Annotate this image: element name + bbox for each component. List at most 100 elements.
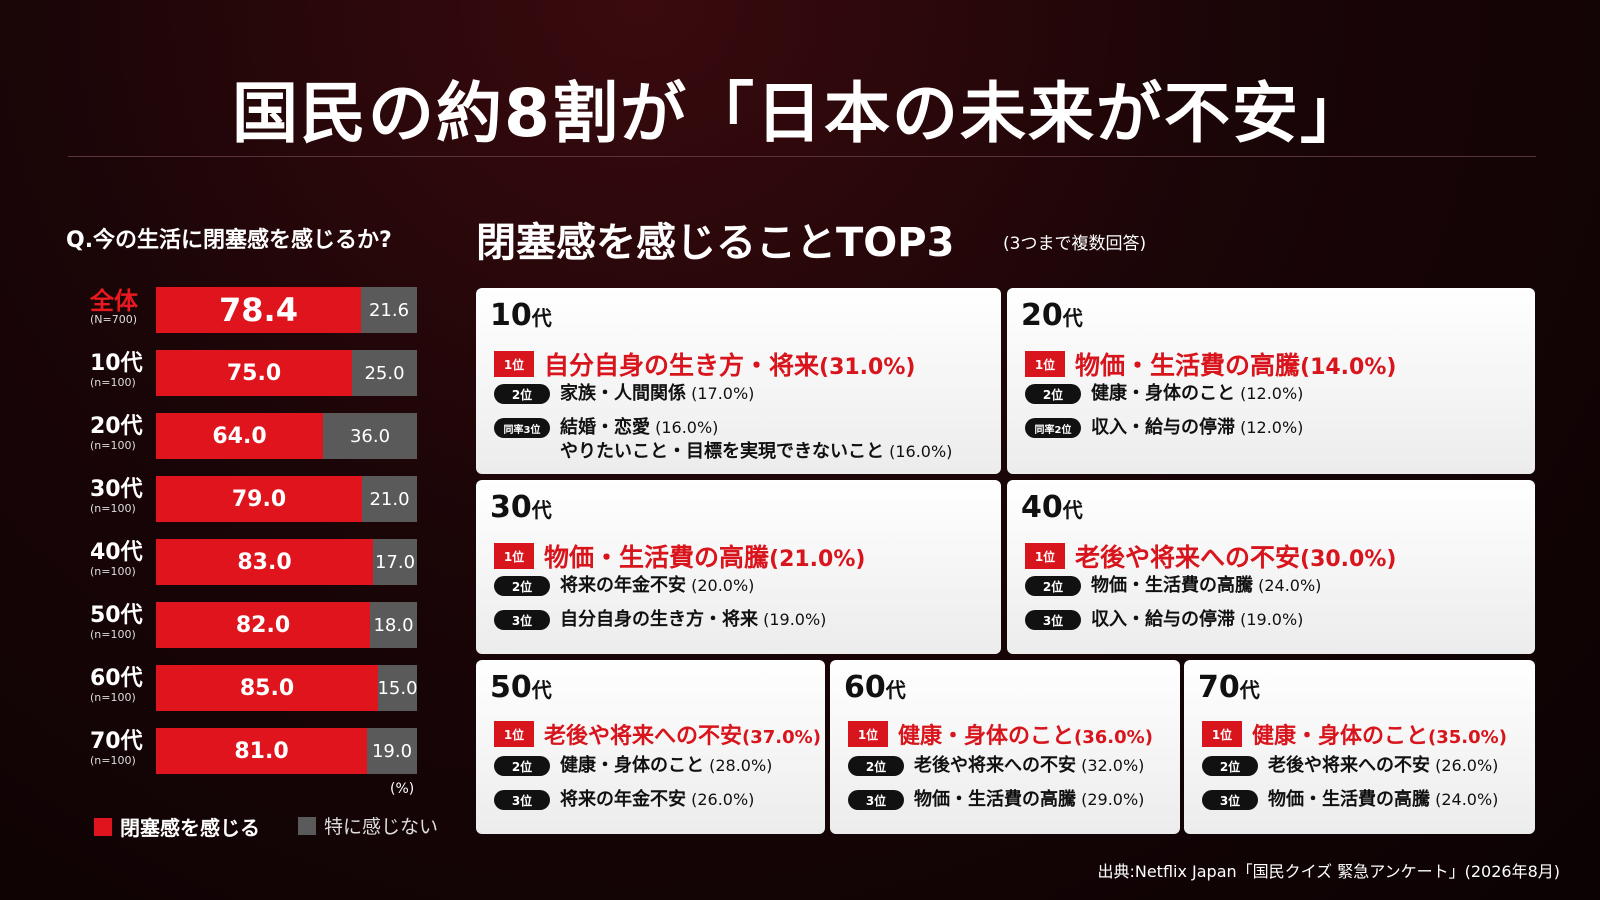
top3-card-60: 60代 1位 健康・身体のこと(36.0%) 2位 老後や将来への不安 (32.0%) 3…	[830, 660, 1180, 834]
rank-row: 2位 健康・身体のこと (12.0%)	[1025, 382, 1303, 406]
rank-row: 同率3位 結婚・恋愛 (16.0%) やりたいこと・目標を実現できないこと (16.…	[494, 416, 952, 464]
source-note: 出典:Netflix Japan「国民クイズ 緊急アンケート」(2026年8月)	[1097, 862, 1560, 881]
bar-segment-yes: 82.0	[156, 602, 370, 648]
card-age-label: 40代	[1021, 490, 1083, 525]
bar-segment-no: 17.0	[373, 539, 417, 585]
rank-1-badge: 1位	[1202, 721, 1242, 747]
bar-segment-yes: 78.4	[156, 287, 361, 333]
rank-1-badge: 1位	[494, 351, 534, 377]
rank-badge: 3位	[1202, 790, 1258, 810]
rank-1-badge: 1位	[1025, 351, 1065, 377]
rank-badge: 同率3位	[494, 418, 550, 438]
bar-segment-no: 21.6	[361, 287, 417, 333]
rank-badge: 3位	[494, 790, 550, 810]
top3-note: (3つまで複数回答)	[1003, 234, 1147, 254]
rank-1-row: 1位 健康・身体のこと(36.0%)	[848, 718, 1153, 750]
rank-1-badge: 1位	[848, 721, 888, 747]
rank-1-text: 物価・生活費の高騰(14.0%)	[1075, 351, 1397, 380]
bar-segment-yes: 64.0	[156, 413, 323, 459]
card-age-label: 50代	[490, 670, 552, 705]
category-name: 50代	[90, 603, 143, 628]
rank-badge: 3位	[848, 790, 904, 810]
bar-category-label: 全体 (N=700)	[90, 289, 152, 326]
rank-badge: 3位	[1025, 610, 1081, 630]
rank-row: 同率2位 収入・給与の停滞 (12.0%)	[1025, 416, 1303, 440]
top3-card-20: 20代 1位 物価・生活費の高騰(14.0%) 2位 健康・身体のこと (12.0%) 同…	[1007, 288, 1535, 474]
rank-text: 自分自身の生き方・将来 (19.0%)	[560, 609, 827, 630]
bar-segment-yes: 75.0	[156, 350, 352, 396]
rank-1-badge: 1位	[494, 543, 534, 569]
rank-text: 将来の年金不安 (26.0%)	[560, 789, 755, 810]
rank-row: 3位 将来の年金不安 (26.0%)	[494, 788, 754, 812]
card-age-label: 20代	[1021, 298, 1083, 333]
bar-category-label: 30代 (n=100)	[90, 477, 152, 516]
legend-item-no: 特に感じない	[298, 812, 438, 839]
rank-1-text: 物価・生活費の高騰(21.0%)	[544, 543, 866, 572]
rank-row: 2位 家族・人間関係 (17.0%)	[494, 382, 754, 406]
bar-category-label: 10代 (n=100)	[90, 351, 152, 390]
bar-category-label: 20代 (n=100)	[90, 414, 152, 453]
category-name: 全体	[90, 287, 138, 315]
rank-text: 物価・生活費の高騰 (24.0%)	[1268, 789, 1499, 810]
sample-size: (n=100)	[90, 565, 136, 578]
unit-label: (%)	[390, 781, 415, 797]
rank-row: 3位 物価・生活費の高騰 (29.0%)	[848, 788, 1144, 812]
rank-text: 老後や将来への不安 (32.0%)	[914, 755, 1145, 776]
rank-1-row: 1位 物価・生活費の高騰(14.0%)	[1025, 346, 1396, 382]
rank-1-text: 自分自身の生き方・将来(31.0%)	[544, 351, 916, 380]
rank-badge: 3位	[494, 610, 550, 630]
card-age-label: 30代	[490, 490, 552, 525]
rank-text: 物価・生活費の高騰 (24.0%)	[1091, 575, 1322, 596]
top3-card-40: 40代 1位 老後や将来への不安(30.0%) 2位 物価・生活費の高騰 (24.0%)…	[1007, 480, 1535, 654]
bar-segment-no: 25.0	[352, 350, 417, 396]
bar-segment-no: 15.0	[377, 665, 418, 711]
bar-segment-yes: 81.0	[156, 728, 367, 774]
bar-segment-no: 18.0	[370, 602, 417, 648]
rank-text: 健康・身体のこと (12.0%)	[1091, 383, 1304, 404]
rank-1-row: 1位 自分自身の生き方・将来(31.0%)	[494, 346, 915, 382]
rank-badge: 同率2位	[1025, 418, 1081, 438]
sample-size: (n=100)	[90, 754, 136, 767]
rank-1-row: 1位 老後や将来への不安(30.0%)	[1025, 538, 1396, 574]
rank-1-text: 健康・身体のこと(35.0%)	[1252, 724, 1507, 749]
bar-segment-yes: 79.0	[156, 476, 362, 522]
card-age-label: 10代	[490, 298, 552, 333]
rank-row: 2位 老後や将来への不安 (32.0%)	[848, 754, 1144, 778]
category-name: 60代	[90, 666, 143, 691]
sample-size: (n=100)	[90, 628, 136, 641]
bar-category-label: 60代 (n=100)	[90, 666, 152, 705]
bar-category-label: 70代 (n=100)	[90, 730, 152, 768]
top3-card-30: 30代 1位 物価・生活費の高騰(21.0%) 2位 将来の年金不安 (20.0%) 3位…	[476, 480, 1001, 654]
rank-1-badge: 1位	[494, 721, 534, 747]
sample-size: (N=700)	[90, 313, 138, 326]
rank-badge: 2位	[494, 756, 550, 776]
rank-row: 2位 老後や将来への不安 (26.0%)	[1202, 754, 1498, 778]
rank-badge: 2位	[494, 576, 550, 596]
category-name: 20代	[90, 414, 143, 439]
rank-row: 3位 自分自身の生き方・将来 (19.0%)	[494, 608, 826, 632]
rank-badge: 2位	[1202, 756, 1258, 776]
bar-segment-no: 19.0	[367, 728, 417, 774]
legend-swatch-no	[298, 816, 316, 835]
bar-segment-yes: 83.0	[156, 539, 373, 585]
title-divider	[68, 156, 1536, 157]
sample-size: (n=100)	[90, 439, 136, 452]
rank-text: 結婚・恋愛 (16.0%) やりたいこと・目標を実現できないこと (16.0%)	[560, 417, 953, 462]
rank-row: 2位 将来の年金不安 (20.0%)	[494, 574, 754, 598]
category-name: 10代	[90, 351, 143, 376]
card-age-label: 70代	[1198, 670, 1260, 705]
rank-1-text: 健康・身体のこと(36.0%)	[898, 724, 1153, 749]
rank-text: 収入・給与の停滞 (19.0%)	[1091, 609, 1304, 630]
bar-segment-yes: 85.0	[156, 665, 378, 711]
category-name: 30代	[90, 477, 143, 502]
sample-size: (n=100)	[90, 376, 136, 389]
rank-1-text: 老後や将来への不安(37.0%)	[544, 724, 821, 749]
rank-1-text: 老後や将来への不安(30.0%)	[1075, 543, 1397, 572]
rank-1-badge: 1位	[1025, 543, 1065, 569]
rank-text: 収入・給与の停滞 (12.0%)	[1091, 417, 1304, 438]
rank-1-row: 1位 老後や将来への不安(37.0%)	[494, 718, 821, 750]
bar-segment-no: 36.0	[323, 413, 417, 459]
rank-text: 将来の年金不安 (20.0%)	[560, 575, 755, 596]
rank-badge: 2位	[1025, 384, 1081, 404]
bar-segment-no: 21.0	[362, 476, 417, 522]
